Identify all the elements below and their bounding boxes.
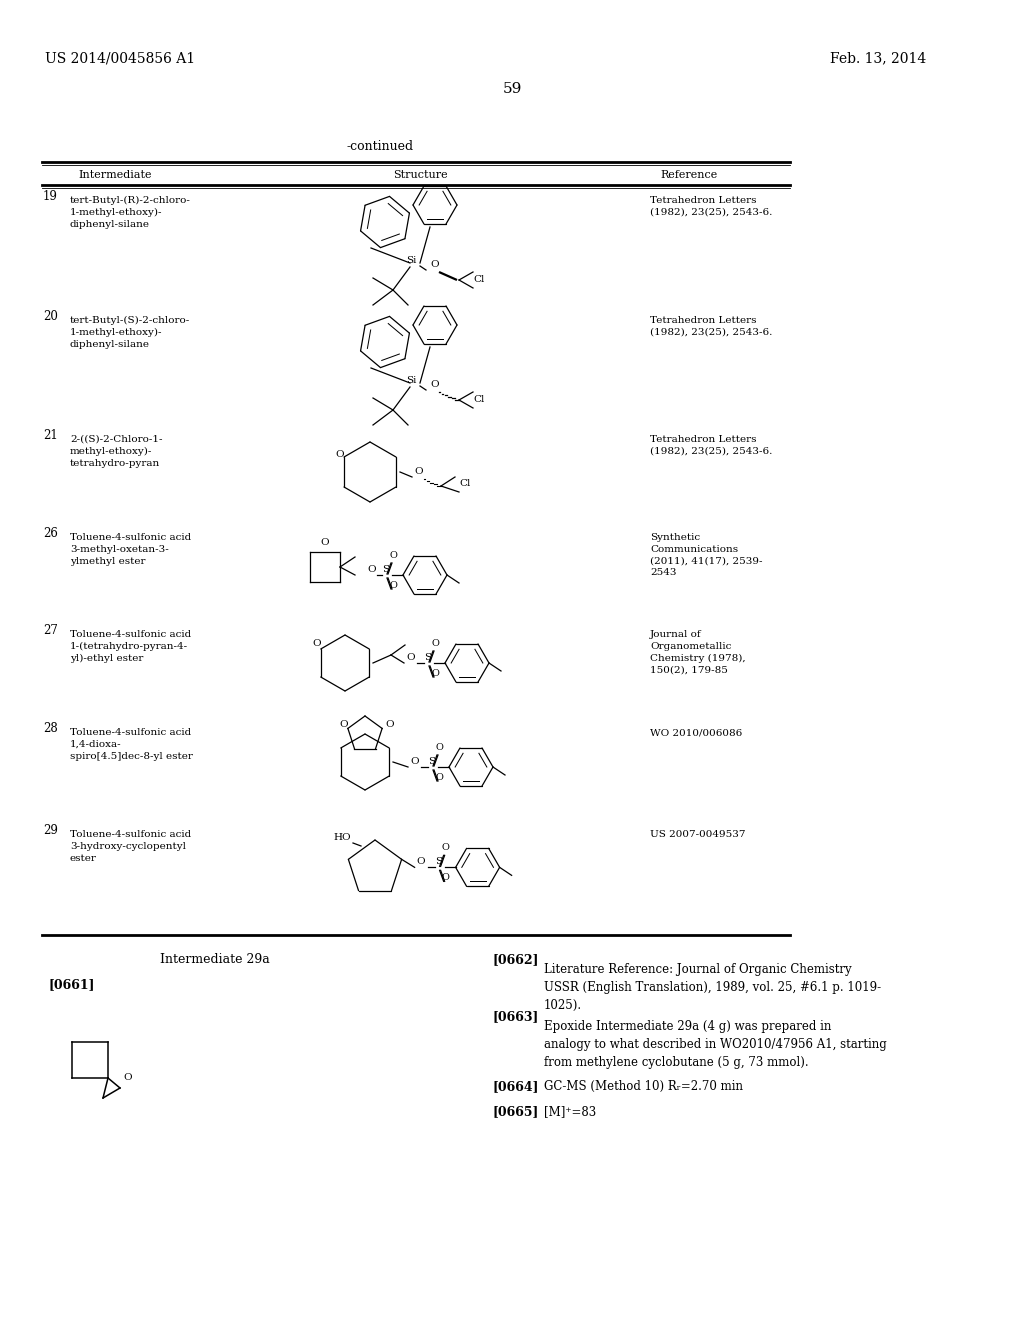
Text: O: O bbox=[414, 467, 423, 477]
Polygon shape bbox=[438, 271, 458, 281]
Text: tert-Butyl-(S)-2-chloro-
1-methyl-ethoxy)-
diphenyl-silane: tert-Butyl-(S)-2-chloro- 1-methyl-ethoxy… bbox=[70, 315, 190, 348]
Text: HO: HO bbox=[333, 833, 350, 842]
Text: O: O bbox=[123, 1073, 132, 1082]
Text: O: O bbox=[417, 858, 425, 866]
Text: Toluene-4-sulfonic acid
1-(tetrahydro-pyran-4-
yl)-ethyl ester: Toluene-4-sulfonic acid 1-(tetrahydro-py… bbox=[70, 630, 191, 663]
Text: Epoxide Intermediate 29a (4 g) was prepared in
analogy to what described in WO20: Epoxide Intermediate 29a (4 g) was prepa… bbox=[544, 1020, 887, 1069]
Text: Tetrahedron Letters
(1982), 23(25), 2543-6.: Tetrahedron Letters (1982), 23(25), 2543… bbox=[650, 315, 772, 337]
Text: Intermediate: Intermediate bbox=[78, 170, 152, 180]
Text: O: O bbox=[319, 539, 329, 546]
Text: O: O bbox=[441, 843, 450, 853]
Text: [0663]: [0663] bbox=[492, 1010, 539, 1023]
Text: 29: 29 bbox=[43, 824, 58, 837]
Text: O: O bbox=[367, 565, 376, 574]
Text: S: S bbox=[434, 858, 441, 866]
Text: O: O bbox=[441, 874, 450, 882]
Text: US 2014/0045856 A1: US 2014/0045856 A1 bbox=[45, 51, 196, 65]
Text: [0661]: [0661] bbox=[48, 978, 94, 991]
Text: Tetrahedron Letters
(1982), 23(25), 2543-6.: Tetrahedron Letters (1982), 23(25), 2543… bbox=[650, 436, 772, 455]
Text: Si: Si bbox=[406, 256, 417, 265]
Text: Toluene-4-sulfonic acid
1,4-dioxa-
spiro[4.5]dec-8-yl ester: Toluene-4-sulfonic acid 1,4-dioxa- spiro… bbox=[70, 729, 193, 760]
Text: Literature Reference: Journal of Organic Chemistry
USSR (English Translation), 1: Literature Reference: Journal of Organic… bbox=[544, 964, 881, 1012]
Text: 59: 59 bbox=[503, 82, 521, 96]
Text: 19: 19 bbox=[43, 190, 58, 203]
Text: 21: 21 bbox=[43, 429, 58, 442]
Text: O: O bbox=[335, 450, 344, 459]
Text: S: S bbox=[382, 565, 389, 574]
Text: Feb. 13, 2014: Feb. 13, 2014 bbox=[830, 51, 927, 65]
Text: Cl: Cl bbox=[473, 395, 484, 404]
Text: O: O bbox=[339, 719, 347, 729]
Text: Cl: Cl bbox=[459, 479, 470, 488]
Text: O: O bbox=[431, 669, 439, 678]
Text: 26: 26 bbox=[43, 527, 58, 540]
Text: WO 2010/006086: WO 2010/006086 bbox=[650, 729, 742, 737]
Text: [0662]: [0662] bbox=[492, 953, 539, 966]
Text: O: O bbox=[430, 380, 438, 389]
Text: [0664]: [0664] bbox=[492, 1080, 539, 1093]
Text: [M]⁺=83: [M]⁺=83 bbox=[544, 1105, 596, 1118]
Text: O: O bbox=[430, 260, 438, 269]
Text: 2-((S)-2-Chloro-1-
methyl-ethoxy)-
tetrahydro-pyran: 2-((S)-2-Chloro-1- methyl-ethoxy)- tetra… bbox=[70, 436, 163, 467]
Text: O: O bbox=[389, 550, 397, 560]
Text: O: O bbox=[410, 756, 419, 766]
Text: O: O bbox=[385, 719, 393, 729]
Text: [0665]: [0665] bbox=[492, 1105, 539, 1118]
Text: US 2007-0049537: US 2007-0049537 bbox=[650, 830, 745, 840]
Text: Toluene-4-sulfonic acid
3-hydroxy-cyclopentyl
ester: Toluene-4-sulfonic acid 3-hydroxy-cyclop… bbox=[70, 830, 191, 862]
Text: O: O bbox=[435, 743, 442, 752]
Text: Toluene-4-sulfonic acid
3-methyl-oxetan-3-
ylmethyl ester: Toluene-4-sulfonic acid 3-methyl-oxetan-… bbox=[70, 533, 191, 565]
Text: O: O bbox=[406, 653, 415, 663]
Text: O: O bbox=[435, 774, 442, 781]
Text: Journal of
Organometallic
Chemistry (1978),
150(2), 179-85: Journal of Organometallic Chemistry (197… bbox=[650, 630, 745, 675]
Text: GC-MS (Method 10) Rᵣ=2.70 min: GC-MS (Method 10) Rᵣ=2.70 min bbox=[544, 1080, 743, 1093]
Text: O: O bbox=[312, 639, 321, 648]
Text: Si: Si bbox=[406, 376, 417, 385]
Text: S: S bbox=[428, 756, 435, 766]
Text: 20: 20 bbox=[43, 310, 58, 323]
Text: Cl: Cl bbox=[473, 275, 484, 284]
Text: S: S bbox=[424, 653, 431, 663]
Text: Reference: Reference bbox=[660, 170, 717, 180]
Text: tert-Butyl-(R)-2-chloro-
1-methyl-ethoxy)-
diphenyl-silane: tert-Butyl-(R)-2-chloro- 1-methyl-ethoxy… bbox=[70, 195, 190, 228]
Text: Intermediate 29a: Intermediate 29a bbox=[160, 953, 270, 966]
Text: O: O bbox=[389, 581, 397, 590]
Text: 27: 27 bbox=[43, 624, 58, 638]
Text: O: O bbox=[431, 639, 439, 648]
Text: Synthetic
Communications
(2011), 41(17), 2539-
2543: Synthetic Communications (2011), 41(17),… bbox=[650, 533, 763, 577]
Text: Structure: Structure bbox=[392, 170, 447, 180]
Text: Tetrahedron Letters
(1982), 23(25), 2543-6.: Tetrahedron Letters (1982), 23(25), 2543… bbox=[650, 195, 772, 216]
Text: 28: 28 bbox=[43, 722, 58, 735]
Text: -continued: -continued bbox=[346, 140, 414, 153]
